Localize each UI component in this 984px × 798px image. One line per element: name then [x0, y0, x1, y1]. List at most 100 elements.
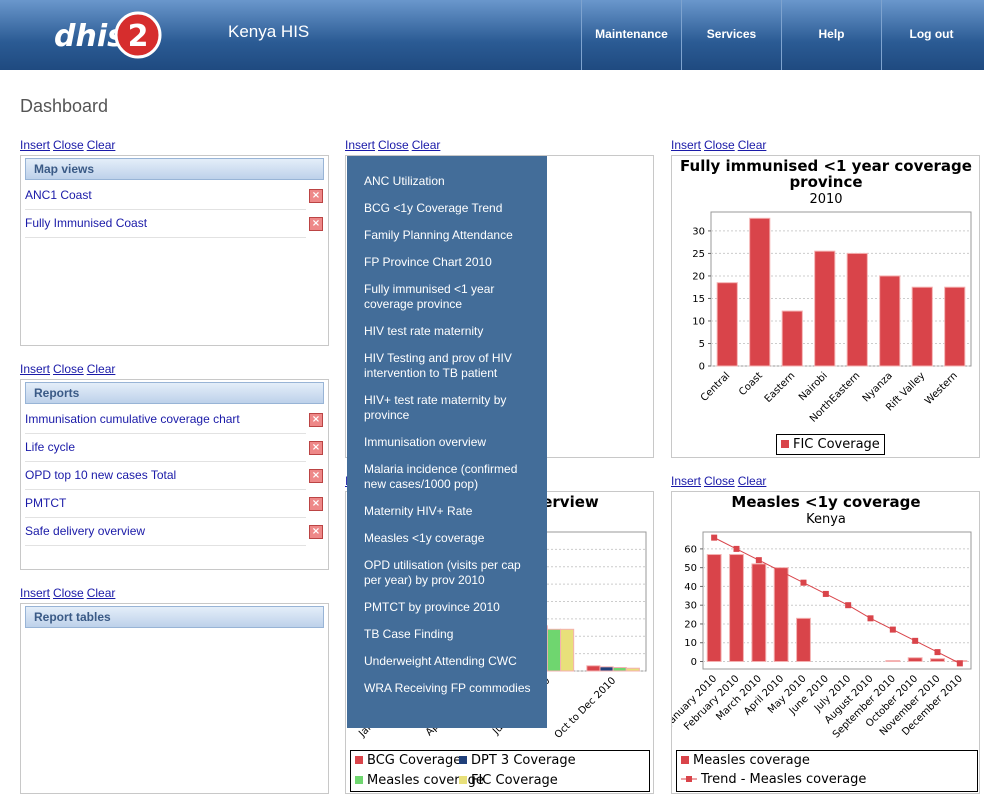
panel-link[interactable]: Close — [704, 138, 735, 152]
panel-header: Report tables — [25, 606, 324, 628]
y-tick-label: 60 — [684, 544, 697, 555]
panel-item[interactable]: Immunisation cumulative coverage chart — [25, 406, 306, 434]
delete-icon[interactable]: × — [309, 441, 323, 455]
x-tick-label: Eastern — [763, 370, 798, 405]
menu-item[interactable]: Underweight Attending CWC — [364, 654, 517, 668]
panel-link[interactable]: Insert — [20, 586, 51, 600]
panel-link[interactable]: Insert — [20, 138, 51, 152]
menu-item[interactable]: HIV+ test rate maternity by province — [364, 393, 507, 422]
panel-link[interactable]: Close — [53, 586, 84, 600]
trend-marker — [867, 615, 874, 622]
trend-marker — [800, 579, 807, 586]
panel-link[interactable]: Insert — [671, 474, 702, 488]
legend-swatch — [355, 776, 363, 784]
legend-swatch — [459, 776, 467, 784]
delete-icon[interactable]: × — [309, 189, 323, 203]
panel-item[interactable]: ANC1 Coast — [25, 182, 306, 210]
nav-item[interactable]: Help — [781, 0, 881, 70]
logo-number: 2 — [128, 19, 149, 54]
nav-item[interactable]: Maintenance — [581, 0, 681, 70]
menu-item[interactable]: Fully immunised <1 year coverage provinc… — [364, 282, 495, 311]
y-tick-label: 10 — [684, 638, 697, 649]
x-tick-label: Coast — [737, 370, 765, 398]
panel-item[interactable]: OPD top 10 new cases Total — [25, 462, 306, 490]
menu-item[interactable]: Maternity HIV+ Rate — [364, 504, 473, 518]
panel-link[interactable]: Close — [53, 362, 84, 376]
bar — [911, 286, 933, 367]
panel-link[interactable]: Close — [704, 474, 735, 488]
bar — [846, 252, 868, 367]
menu-item[interactable]: HIV Testing and prov of HIV intervention… — [364, 351, 512, 380]
panel-link[interactable]: Clear — [86, 586, 116, 600]
legend-item: Measles coverage — [355, 771, 484, 791]
legend-swatch — [781, 440, 789, 448]
panel-link[interactable]: Clear — [86, 138, 116, 152]
panel-item[interactable]: Life cycle — [25, 434, 306, 462]
legend-item: Measles coverage — [681, 751, 973, 770]
y-tick-label: 15 — [692, 294, 705, 305]
y-tick-label: 5 — [699, 339, 705, 350]
panel-item[interactable]: Safe delivery overview — [25, 518, 306, 546]
bar — [706, 554, 722, 662]
bar — [749, 217, 771, 367]
x-tick-label: Oct to Dec 2010 — [553, 675, 619, 741]
menu-item[interactable]: PMTCT by province 2010 — [364, 600, 500, 614]
logo-circle — [114, 11, 162, 59]
menu-item[interactable]: ANC Utilization — [364, 174, 445, 188]
menu-item[interactable]: Immunisation overview — [364, 435, 487, 449]
menu-item[interactable]: HIV test rate maternity — [364, 324, 484, 338]
panel-link[interactable]: Clear — [737, 138, 767, 152]
bar — [625, 667, 640, 672]
menu-item[interactable]: Malaria incidence (confirmed new cases/1… — [364, 462, 518, 491]
trend-marker — [711, 534, 718, 541]
trend-marker — [889, 626, 896, 633]
panel-item[interactable]: Fully Immunised Coast — [25, 210, 306, 238]
menu-item[interactable]: FP Province Chart 2010 — [364, 255, 492, 269]
y-tick-label: 10 — [692, 316, 705, 327]
legend-swatch — [681, 756, 689, 764]
x-tick-label: Western — [923, 370, 960, 407]
trend-line — [713, 537, 961, 664]
menu-item[interactable]: OPD utilisation (visits per cap per year… — [364, 558, 521, 587]
logo-text: dhis — [54, 19, 125, 54]
chart-menu: ANC Utilization BCG <1y Coverage Trend Fam… — [347, 156, 547, 728]
nav-item[interactable]: Services — [681, 0, 781, 70]
nav-item[interactable]: Log out — [881, 0, 981, 70]
chart-title: Measles <1y coverage — [731, 493, 921, 511]
legend-label: BCG Coverage — [367, 753, 462, 768]
panel-link[interactable]: Insert — [345, 138, 376, 152]
delete-icon[interactable]: × — [309, 413, 323, 427]
legend-item: DPT 3 Coverage — [459, 751, 649, 771]
panel-link[interactable]: Clear — [411, 138, 441, 152]
legend-label: Measles coverage — [367, 773, 484, 788]
menu-item[interactable]: BCG <1y Coverage Trend — [364, 201, 503, 215]
panel-link[interactable]: Clear — [86, 362, 116, 376]
delete-icon[interactable]: × — [309, 469, 323, 483]
menu-item[interactable]: WRA Receiving FP commodies — [364, 681, 531, 695]
logo: dhis 2 — [54, 11, 162, 59]
delete-icon[interactable]: × — [309, 497, 323, 511]
legend: FIC Coverage — [776, 434, 885, 455]
panel-link[interactable]: Close — [378, 138, 409, 152]
menu-item[interactable]: Measles <1y coverage — [364, 531, 485, 545]
panel-link[interactable]: Clear — [737, 474, 767, 488]
legend: Measles coverage Trend - Measles coverage — [676, 750, 978, 792]
delete-icon[interactable]: × — [309, 217, 323, 231]
bar — [546, 628, 562, 672]
chart-subtitle: 2010 — [809, 192, 843, 207]
bar — [612, 667, 627, 672]
menu-item[interactable]: TB Case Finding — [364, 627, 454, 641]
panel-item[interactable]: PMTCT — [25, 490, 306, 518]
legend-label: DPT 3 Coverage — [471, 753, 576, 768]
panel-link[interactable]: Close — [53, 138, 84, 152]
panel-link[interactable]: Insert — [671, 138, 702, 152]
panel-header: Reports — [25, 382, 324, 404]
menu-item[interactable]: Family Planning Attendance — [364, 228, 513, 242]
delete-icon[interactable]: × — [309, 525, 323, 539]
panel-link[interactable]: Insert — [20, 362, 51, 376]
